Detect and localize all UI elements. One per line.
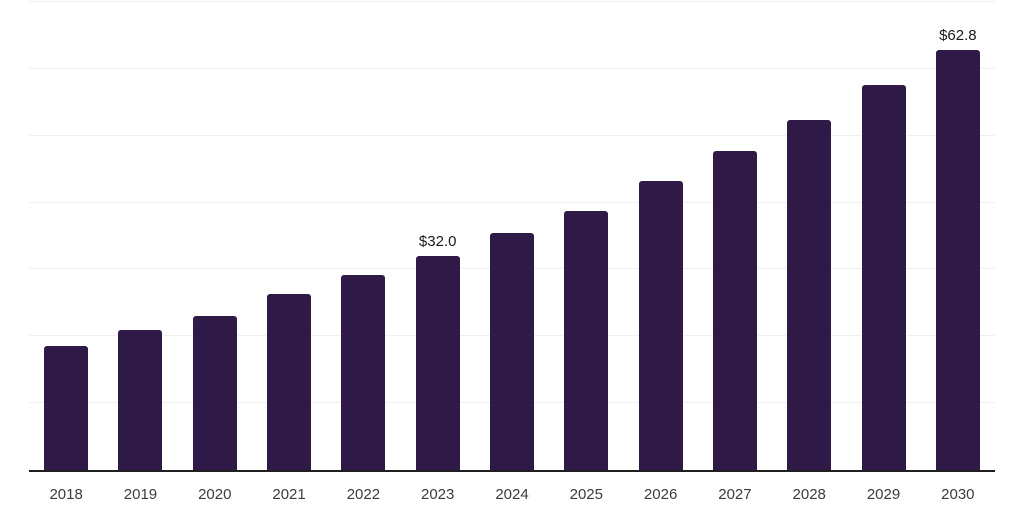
- x-tick-label-2023: 2023: [421, 486, 455, 503]
- x-tick-label-2020: 2020: [198, 486, 232, 503]
- bar-2021: [267, 294, 312, 470]
- x-tick-label-2018: 2018: [49, 486, 83, 503]
- bar-2030: [935, 50, 980, 470]
- bar-value-label-2030: $62.8: [939, 27, 977, 45]
- bar-value-label-2023: $32.0: [418, 233, 457, 251]
- bar-2019: [118, 329, 163, 470]
- bar-2023: [415, 256, 460, 470]
- x-tick-label-2024: 2024: [495, 486, 529, 503]
- bar-2027: [712, 151, 757, 470]
- x-tick-label-2022: 2022: [346, 486, 381, 503]
- bar-2026: [638, 180, 683, 470]
- gridline-60: [29, 67, 995, 69]
- plot-area: $32.0 $62.8: [29, 0, 995, 472]
- gridline-50: [29, 134, 995, 136]
- bar-2029: [861, 84, 906, 470]
- x-tick-label-2030: 2030: [941, 486, 975, 503]
- bar-2024: [490, 233, 534, 470]
- gridline-70: [29, 1, 995, 2]
- x-axis-line: [29, 470, 995, 472]
- x-tick-label-2026: 2026: [643, 486, 678, 503]
- bar-2020: [192, 316, 237, 470]
- bar-2028: [787, 119, 832, 470]
- x-tick-label-2027: 2027: [718, 486, 752, 503]
- x-tick-label-2029: 2029: [866, 486, 901, 503]
- x-tick-label-2021: 2021: [272, 486, 306, 503]
- gridline-40: [29, 201, 995, 203]
- bar-2022: [341, 275, 386, 470]
- x-tick-label-2019: 2019: [123, 486, 158, 503]
- x-tick-label-2025: 2025: [569, 486, 603, 503]
- bar-2025: [564, 210, 609, 470]
- bar-2018: [44, 346, 89, 470]
- x-tick-label-2028: 2028: [792, 486, 826, 503]
